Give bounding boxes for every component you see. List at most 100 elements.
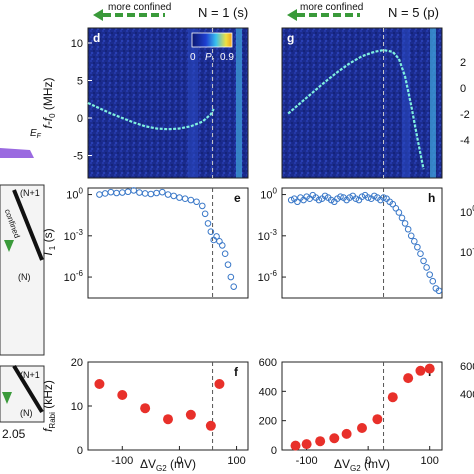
y-tick-label: -5 — [73, 151, 83, 163]
data-point — [140, 403, 151, 414]
data-point — [218, 242, 226, 249]
data-point — [404, 225, 412, 233]
right-cropped-tick-label: 400 — [460, 389, 474, 401]
data-point — [341, 428, 352, 439]
resonance-trace — [87, 102, 215, 131]
panel-g: g 2 0 -2 -4 — [281, 27, 470, 179]
data-point — [352, 195, 360, 202]
y-axis-label: T1 (s) — [41, 228, 57, 257]
panel-letter: e — [234, 191, 241, 205]
data-point — [411, 237, 418, 245]
panel-d: d 10 5 0 -5 f-f0 (MHz) — [41, 27, 249, 179]
data-point — [403, 373, 414, 384]
data-point — [214, 379, 225, 389]
data-point — [176, 194, 183, 201]
data-point — [227, 273, 235, 281]
data-point — [337, 193, 344, 200]
data-point — [204, 220, 212, 227]
header-left-state-label: N = 1 (s) — [198, 5, 248, 20]
data-point — [170, 192, 178, 200]
x-axis-label-left: ΔVG2 (mV) — [140, 457, 196, 473]
data-point — [136, 189, 143, 196]
x-tick-label: 100 — [421, 455, 439, 467]
data-point — [181, 195, 189, 202]
data-point — [213, 233, 220, 240]
y-tick-label: 10 — [71, 401, 83, 413]
y-axis-label: fRabi (kHz) — [41, 380, 57, 432]
data-point — [426, 271, 433, 278]
colorbar-min-label: 0 — [190, 52, 196, 63]
arrow-right-icon — [287, 9, 297, 21]
y-axis-label: f-f0 (MHz) — [41, 77, 57, 128]
colorbar-symbol: P↑ — [205, 52, 215, 64]
data-point — [380, 194, 387, 201]
data-point — [357, 423, 367, 433]
data-point — [315, 196, 323, 204]
right-cropped-tick-label: 100 — [460, 204, 474, 219]
heatmap-background — [282, 28, 442, 178]
data-point — [358, 193, 366, 200]
panel-letter: g — [287, 31, 294, 45]
y-tick-label: 100 — [66, 187, 83, 202]
data-point — [118, 189, 126, 196]
charge-line-bottom — [12, 364, 44, 414]
data-point — [185, 409, 196, 420]
data-point — [164, 191, 172, 198]
x-axis-label-right: ΔVG2 (mV) — [334, 457, 390, 473]
left-strip: EF (N+1 confined (N) (N+1 (N) 2.05 — [0, 128, 45, 441]
plot-frame — [281, 361, 443, 451]
y-tick-label: 200 — [259, 416, 277, 428]
data-point — [287, 196, 295, 204]
data-point — [153, 189, 160, 197]
right-cropped-tick-label: 10-3 — [460, 244, 474, 259]
data-point — [141, 190, 149, 197]
arrow-left-icon — [93, 9, 103, 21]
y-tick-label: 20 — [71, 357, 83, 369]
data-point — [407, 232, 415, 240]
data-point — [205, 420, 216, 431]
panel-letter: d — [93, 31, 100, 45]
data-point — [96, 191, 103, 198]
data-point — [124, 188, 132, 196]
colorbar: 0 P↑ 0.9 — [190, 32, 234, 64]
data-point — [429, 277, 437, 285]
data-point — [415, 365, 426, 376]
fermi-sea-shape — [0, 148, 34, 158]
y-tick-label: 10-3 — [64, 228, 84, 243]
data-point — [372, 414, 383, 425]
strip-x-tick: 2.05 — [2, 427, 26, 441]
header-right-arrow-label: more confined — [300, 2, 363, 13]
heatmap-band — [402, 28, 410, 178]
data-point — [435, 287, 443, 295]
data-point — [398, 214, 406, 222]
y-tick-label: 5 — [77, 76, 83, 88]
data-point — [364, 194, 372, 201]
y-tick-label: 10-6 — [258, 269, 278, 284]
data-point — [147, 190, 155, 198]
panel-letter: f — [234, 365, 239, 379]
y-tick-label: 100 — [260, 187, 277, 202]
data-point — [221, 250, 229, 257]
n-plus-bottom-label: (N+1 — [20, 370, 40, 380]
y-tick-label: 0 — [77, 113, 83, 125]
data-point — [392, 205, 400, 212]
data-point — [230, 283, 238, 290]
x-tick-label: 100 — [227, 455, 245, 467]
heatmap-edge-stripe — [236, 28, 242, 178]
data-point — [423, 264, 430, 271]
data-point — [224, 261, 232, 268]
data-point — [130, 187, 138, 194]
n-bottom-label: (N) — [20, 408, 33, 418]
data-point — [424, 363, 435, 374]
panel-f: f 0 10 20 fRabi (kHz) -100 0 100 — [41, 357, 249, 467]
n-plus-top-label: (N+1 — [20, 188, 40, 198]
data-point — [163, 414, 173, 425]
panel-letter: h — [428, 191, 435, 205]
arrow-down-bottom-icon — [2, 392, 12, 404]
data-point — [395, 209, 403, 216]
panel-h: h 100 10-3 10-6 100 10-3 — [258, 187, 474, 299]
data-point — [101, 190, 109, 197]
data-point — [113, 189, 120, 197]
panel-i: i0200400600-1000100600400 — [259, 357, 474, 467]
